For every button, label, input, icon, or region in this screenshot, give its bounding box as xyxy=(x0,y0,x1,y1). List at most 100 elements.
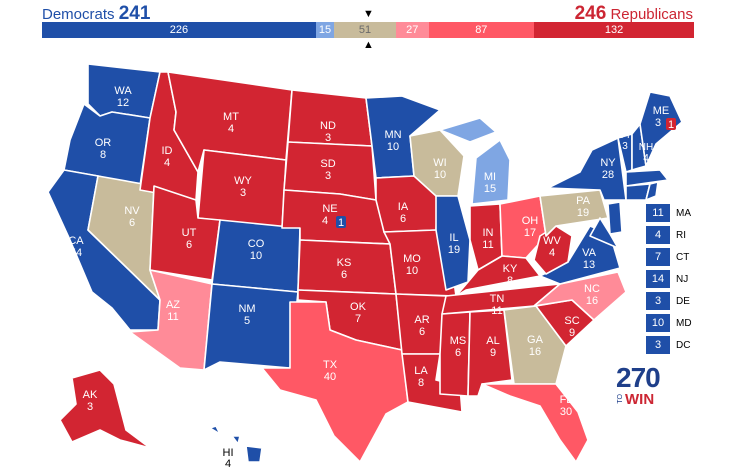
svg-text:MT4: MT 4 xyxy=(223,111,239,135)
label-mn-abbr: MN xyxy=(384,129,401,141)
state-nj[interactable] xyxy=(607,201,623,235)
state-ny[interactable] xyxy=(547,137,627,201)
state-ak[interactable] xyxy=(59,369,151,449)
label-wv-abbr: WV xyxy=(543,235,561,247)
small-state-md[interactable]: 10 MD xyxy=(646,314,692,332)
label-tx-abbr: TX xyxy=(323,359,338,371)
small-state-de[interactable]: 3 DE xyxy=(646,292,692,310)
svg-text:OR8: OR 8 xyxy=(95,137,112,161)
state-fl[interactable] xyxy=(481,383,589,463)
ne-district-badge[interactable] xyxy=(336,216,346,228)
state-ky[interactable] xyxy=(455,255,541,297)
state-ri[interactable] xyxy=(645,181,659,201)
label-nc-ev: 16 xyxy=(586,295,598,307)
svg-text:UT6: UT 6 xyxy=(182,227,197,251)
label-mo-ev: 10 xyxy=(406,265,418,277)
label-vt-abbr: VT xyxy=(619,130,632,141)
small-state-abbr: NJ xyxy=(676,273,689,285)
svg-text:LA8: LA 8 xyxy=(414,365,428,389)
bar-segment-likely-rep[interactable]: 87 xyxy=(428,22,535,38)
svg-text:MS6: MS 6 xyxy=(450,335,467,359)
label-sc-ev: 9 xyxy=(569,327,575,339)
small-state-ma[interactable]: 11 MA xyxy=(646,204,692,222)
bar-segment-lean-dem[interactable]: 15 xyxy=(315,22,335,38)
ne-district-value: 1 xyxy=(338,217,344,229)
label-ak-abbr: AK xyxy=(83,389,98,401)
state-mi[interactable] xyxy=(439,117,511,205)
label-co-ev: 10 xyxy=(250,250,262,262)
label-nd-abbr: ND xyxy=(320,120,336,132)
label-wy-abbr: WY xyxy=(234,175,252,187)
svg-text:SC9: SC 9 xyxy=(564,315,579,339)
state-me[interactable] xyxy=(639,91,683,167)
label-ga-ev: 16 xyxy=(529,346,541,358)
label-tx-ev: 40 xyxy=(324,371,336,383)
small-state-nj[interactable]: 14 NJ xyxy=(646,270,692,288)
label-wv-ev: 4 xyxy=(549,247,555,259)
label-hi-abbr: HI xyxy=(223,447,234,459)
svg-text:VT3: VT 3 xyxy=(619,130,632,152)
label-mn-ev: 10 xyxy=(387,141,399,153)
label-or-abbr: OR xyxy=(95,137,112,149)
label-nh-abbr: NH xyxy=(639,142,653,153)
label-in-abbr: IN xyxy=(483,227,494,239)
bar-segment-safe-dem[interactable]: 226 xyxy=(42,22,316,38)
state-pa[interactable] xyxy=(539,189,609,237)
label-ks-ev: 6 xyxy=(341,269,347,281)
me-district-badge[interactable] xyxy=(666,118,676,130)
state-md[interactable] xyxy=(589,217,619,249)
label-fl-ev: 30 xyxy=(560,406,572,418)
label-nd-ev: 3 xyxy=(325,132,331,144)
label-va-abbr: VA xyxy=(582,247,597,259)
republicans-electoral-votes: 246 xyxy=(574,3,607,24)
label-nm-abbr: NM xyxy=(238,303,255,315)
state-ma[interactable] xyxy=(625,169,669,187)
label-tn-abbr: TN xyxy=(490,293,505,305)
small-state-dc[interactable]: 3 DC xyxy=(646,336,692,354)
state-hi[interactable] xyxy=(209,425,263,463)
label-nc-abbr: NC xyxy=(584,283,600,295)
small-state-ev: 10 xyxy=(646,314,670,332)
svg-text:ME3: ME 3 xyxy=(653,105,670,129)
small-state-abbr: MA xyxy=(676,207,691,219)
small-state-ct[interactable]: 7 CT xyxy=(646,248,692,266)
midpoint-up-arrow-icon: ▲ xyxy=(363,39,374,51)
state-tx[interactable] xyxy=(261,301,409,463)
label-fl-abbr: FL xyxy=(560,394,573,406)
small-state-ev: 7 xyxy=(646,248,670,266)
270towin-logo[interactable]: 270 TO WIN xyxy=(616,364,661,409)
small-state-ev: 3 xyxy=(646,336,670,354)
small-state-ev: 3 xyxy=(646,292,670,310)
bar-segment-tossup[interactable]: 51 xyxy=(334,22,396,38)
bar-segment-safe-rep[interactable]: 132 xyxy=(534,22,694,38)
svg-text:KY8: KY 8 xyxy=(503,263,518,287)
label-sd-abbr: SD xyxy=(320,158,335,170)
small-state-ri[interactable]: 4 RI xyxy=(646,226,692,244)
label-la-ev: 8 xyxy=(418,377,424,389)
label-nm-ev: 5 xyxy=(244,315,250,327)
electoral-header: Democrats 241 246 Republicans ▼ 226 15 5… xyxy=(0,0,740,51)
small-state-abbr: DC xyxy=(676,339,691,351)
state-ms[interactable] xyxy=(439,311,471,397)
state-nm[interactable] xyxy=(203,283,299,371)
label-me-ev: 3 xyxy=(655,117,661,129)
svg-text:NH4: NH 4 xyxy=(639,142,653,164)
svg-text:NE4: NE 4 xyxy=(322,203,338,227)
label-al-abbr: AL xyxy=(486,335,499,347)
label-me-abbr: ME xyxy=(653,105,670,117)
label-ia-ev: 6 xyxy=(400,213,406,225)
label-az-abbr: AZ xyxy=(166,299,180,311)
label-ar-abbr: AR xyxy=(414,314,429,326)
logo-to: TO xyxy=(617,394,624,404)
svg-text:NM5: NM 5 xyxy=(238,303,255,327)
electoral-vote-bar: 226 15 51 27 87 132 xyxy=(42,22,694,38)
label-ne-ev: 4 xyxy=(322,215,328,227)
label-nv-abbr: NV xyxy=(124,205,140,217)
state-oh[interactable] xyxy=(499,195,547,259)
svg-text:AL9: AL 9 xyxy=(486,335,499,359)
bar-segment-lean-rep[interactable]: 27 xyxy=(395,22,429,38)
